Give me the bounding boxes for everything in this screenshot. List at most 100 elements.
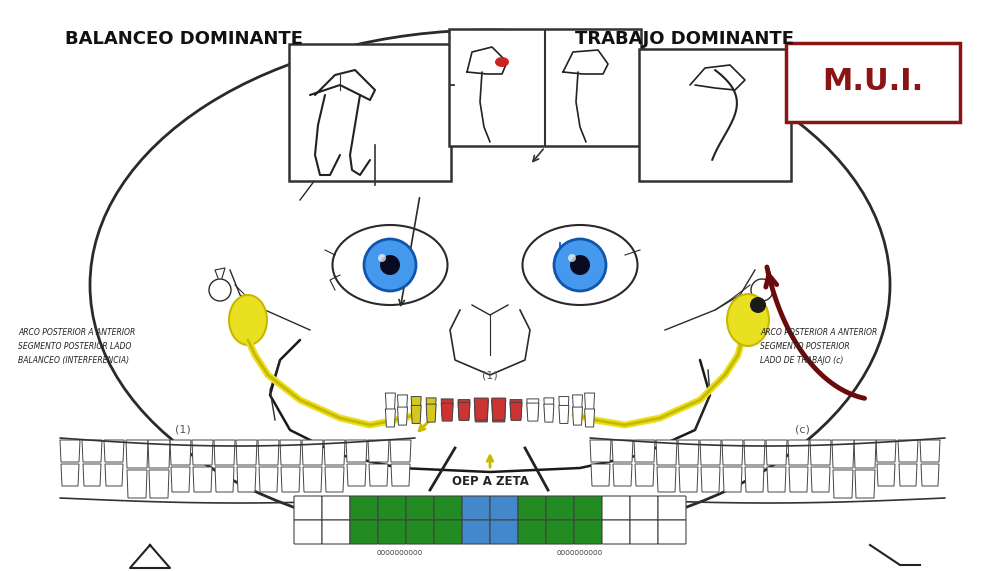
Polygon shape	[810, 440, 831, 465]
FancyBboxPatch shape	[518, 496, 546, 520]
Polygon shape	[411, 396, 421, 415]
Polygon shape	[657, 467, 676, 492]
Polygon shape	[368, 440, 389, 462]
Polygon shape	[700, 440, 721, 465]
Polygon shape	[921, 464, 939, 486]
FancyBboxPatch shape	[630, 520, 658, 544]
Polygon shape	[237, 467, 256, 492]
Ellipse shape	[364, 239, 416, 291]
Ellipse shape	[554, 239, 606, 291]
Polygon shape	[573, 395, 583, 413]
Polygon shape	[324, 440, 345, 465]
FancyBboxPatch shape	[406, 520, 434, 544]
Polygon shape	[877, 464, 895, 486]
Polygon shape	[426, 404, 436, 422]
FancyBboxPatch shape	[406, 496, 434, 520]
Polygon shape	[656, 440, 677, 465]
Polygon shape	[559, 405, 569, 424]
Polygon shape	[544, 404, 554, 422]
FancyBboxPatch shape	[378, 496, 406, 520]
Text: BALANCEO DOMINANTE: BALANCEO DOMINANTE	[65, 30, 303, 48]
Text: ARCO POSTERIOR A ANTERIOR: ARCO POSTERIOR A ANTERIOR	[18, 328, 135, 337]
Polygon shape	[474, 400, 488, 422]
Ellipse shape	[568, 254, 576, 262]
FancyBboxPatch shape	[434, 520, 462, 544]
FancyBboxPatch shape	[289, 44, 451, 181]
Polygon shape	[527, 403, 539, 421]
Polygon shape	[788, 440, 809, 465]
Polygon shape	[573, 407, 583, 425]
Ellipse shape	[229, 295, 267, 345]
Text: TRABAJO DOMINANTE: TRABAJO DOMINANTE	[575, 30, 794, 48]
Polygon shape	[635, 464, 654, 486]
Polygon shape	[811, 467, 830, 492]
Polygon shape	[634, 440, 655, 462]
Polygon shape	[259, 467, 278, 492]
Polygon shape	[612, 440, 633, 462]
Polygon shape	[193, 467, 212, 492]
Polygon shape	[458, 400, 470, 417]
Polygon shape	[390, 440, 411, 462]
FancyBboxPatch shape	[294, 520, 322, 544]
Polygon shape	[411, 405, 421, 424]
Polygon shape	[397, 407, 407, 425]
Polygon shape	[510, 400, 522, 417]
FancyBboxPatch shape	[658, 496, 686, 520]
Polygon shape	[170, 440, 191, 465]
FancyBboxPatch shape	[574, 520, 602, 544]
FancyBboxPatch shape	[350, 520, 378, 544]
Polygon shape	[82, 440, 102, 462]
FancyBboxPatch shape	[322, 496, 350, 520]
Polygon shape	[789, 467, 808, 492]
Text: oooooooooo: oooooooooo	[377, 548, 423, 557]
FancyBboxPatch shape	[546, 520, 574, 544]
Polygon shape	[492, 400, 506, 422]
Polygon shape	[613, 464, 632, 486]
Polygon shape	[127, 470, 147, 498]
Polygon shape	[559, 396, 569, 415]
Polygon shape	[833, 470, 853, 498]
Polygon shape	[723, 467, 742, 492]
FancyBboxPatch shape	[350, 496, 378, 520]
Polygon shape	[149, 470, 169, 498]
Polygon shape	[214, 440, 235, 465]
FancyBboxPatch shape	[462, 496, 490, 520]
Polygon shape	[105, 464, 123, 486]
Polygon shape	[346, 440, 367, 462]
Polygon shape	[832, 440, 854, 468]
Polygon shape	[855, 470, 875, 498]
Polygon shape	[385, 393, 395, 411]
FancyBboxPatch shape	[378, 520, 406, 544]
Polygon shape	[126, 440, 148, 468]
Polygon shape	[766, 440, 787, 465]
FancyBboxPatch shape	[518, 520, 546, 544]
Text: ARCO POSTERIOR A ANTERIOR: ARCO POSTERIOR A ANTERIOR	[760, 328, 877, 337]
FancyBboxPatch shape	[630, 496, 658, 520]
Ellipse shape	[750, 297, 766, 313]
FancyBboxPatch shape	[602, 496, 630, 520]
FancyBboxPatch shape	[658, 520, 686, 544]
Text: μm: μm	[482, 500, 498, 510]
Polygon shape	[492, 398, 506, 420]
Polygon shape	[679, 467, 698, 492]
Ellipse shape	[380, 255, 400, 275]
Polygon shape	[876, 440, 896, 462]
Polygon shape	[60, 440, 80, 462]
Polygon shape	[678, 440, 699, 465]
Polygon shape	[898, 440, 918, 462]
FancyBboxPatch shape	[546, 496, 574, 520]
Polygon shape	[544, 398, 554, 416]
Polygon shape	[258, 440, 279, 465]
Ellipse shape	[727, 294, 769, 346]
Polygon shape	[385, 409, 395, 427]
Polygon shape	[458, 403, 470, 420]
Polygon shape	[899, 464, 917, 486]
Polygon shape	[347, 464, 366, 486]
FancyBboxPatch shape	[602, 520, 630, 544]
Polygon shape	[61, 464, 79, 486]
Polygon shape	[192, 440, 213, 465]
Polygon shape	[369, 464, 388, 486]
Polygon shape	[745, 467, 764, 492]
Text: M.U.I.: M.U.I.	[822, 67, 924, 96]
Polygon shape	[701, 467, 720, 492]
